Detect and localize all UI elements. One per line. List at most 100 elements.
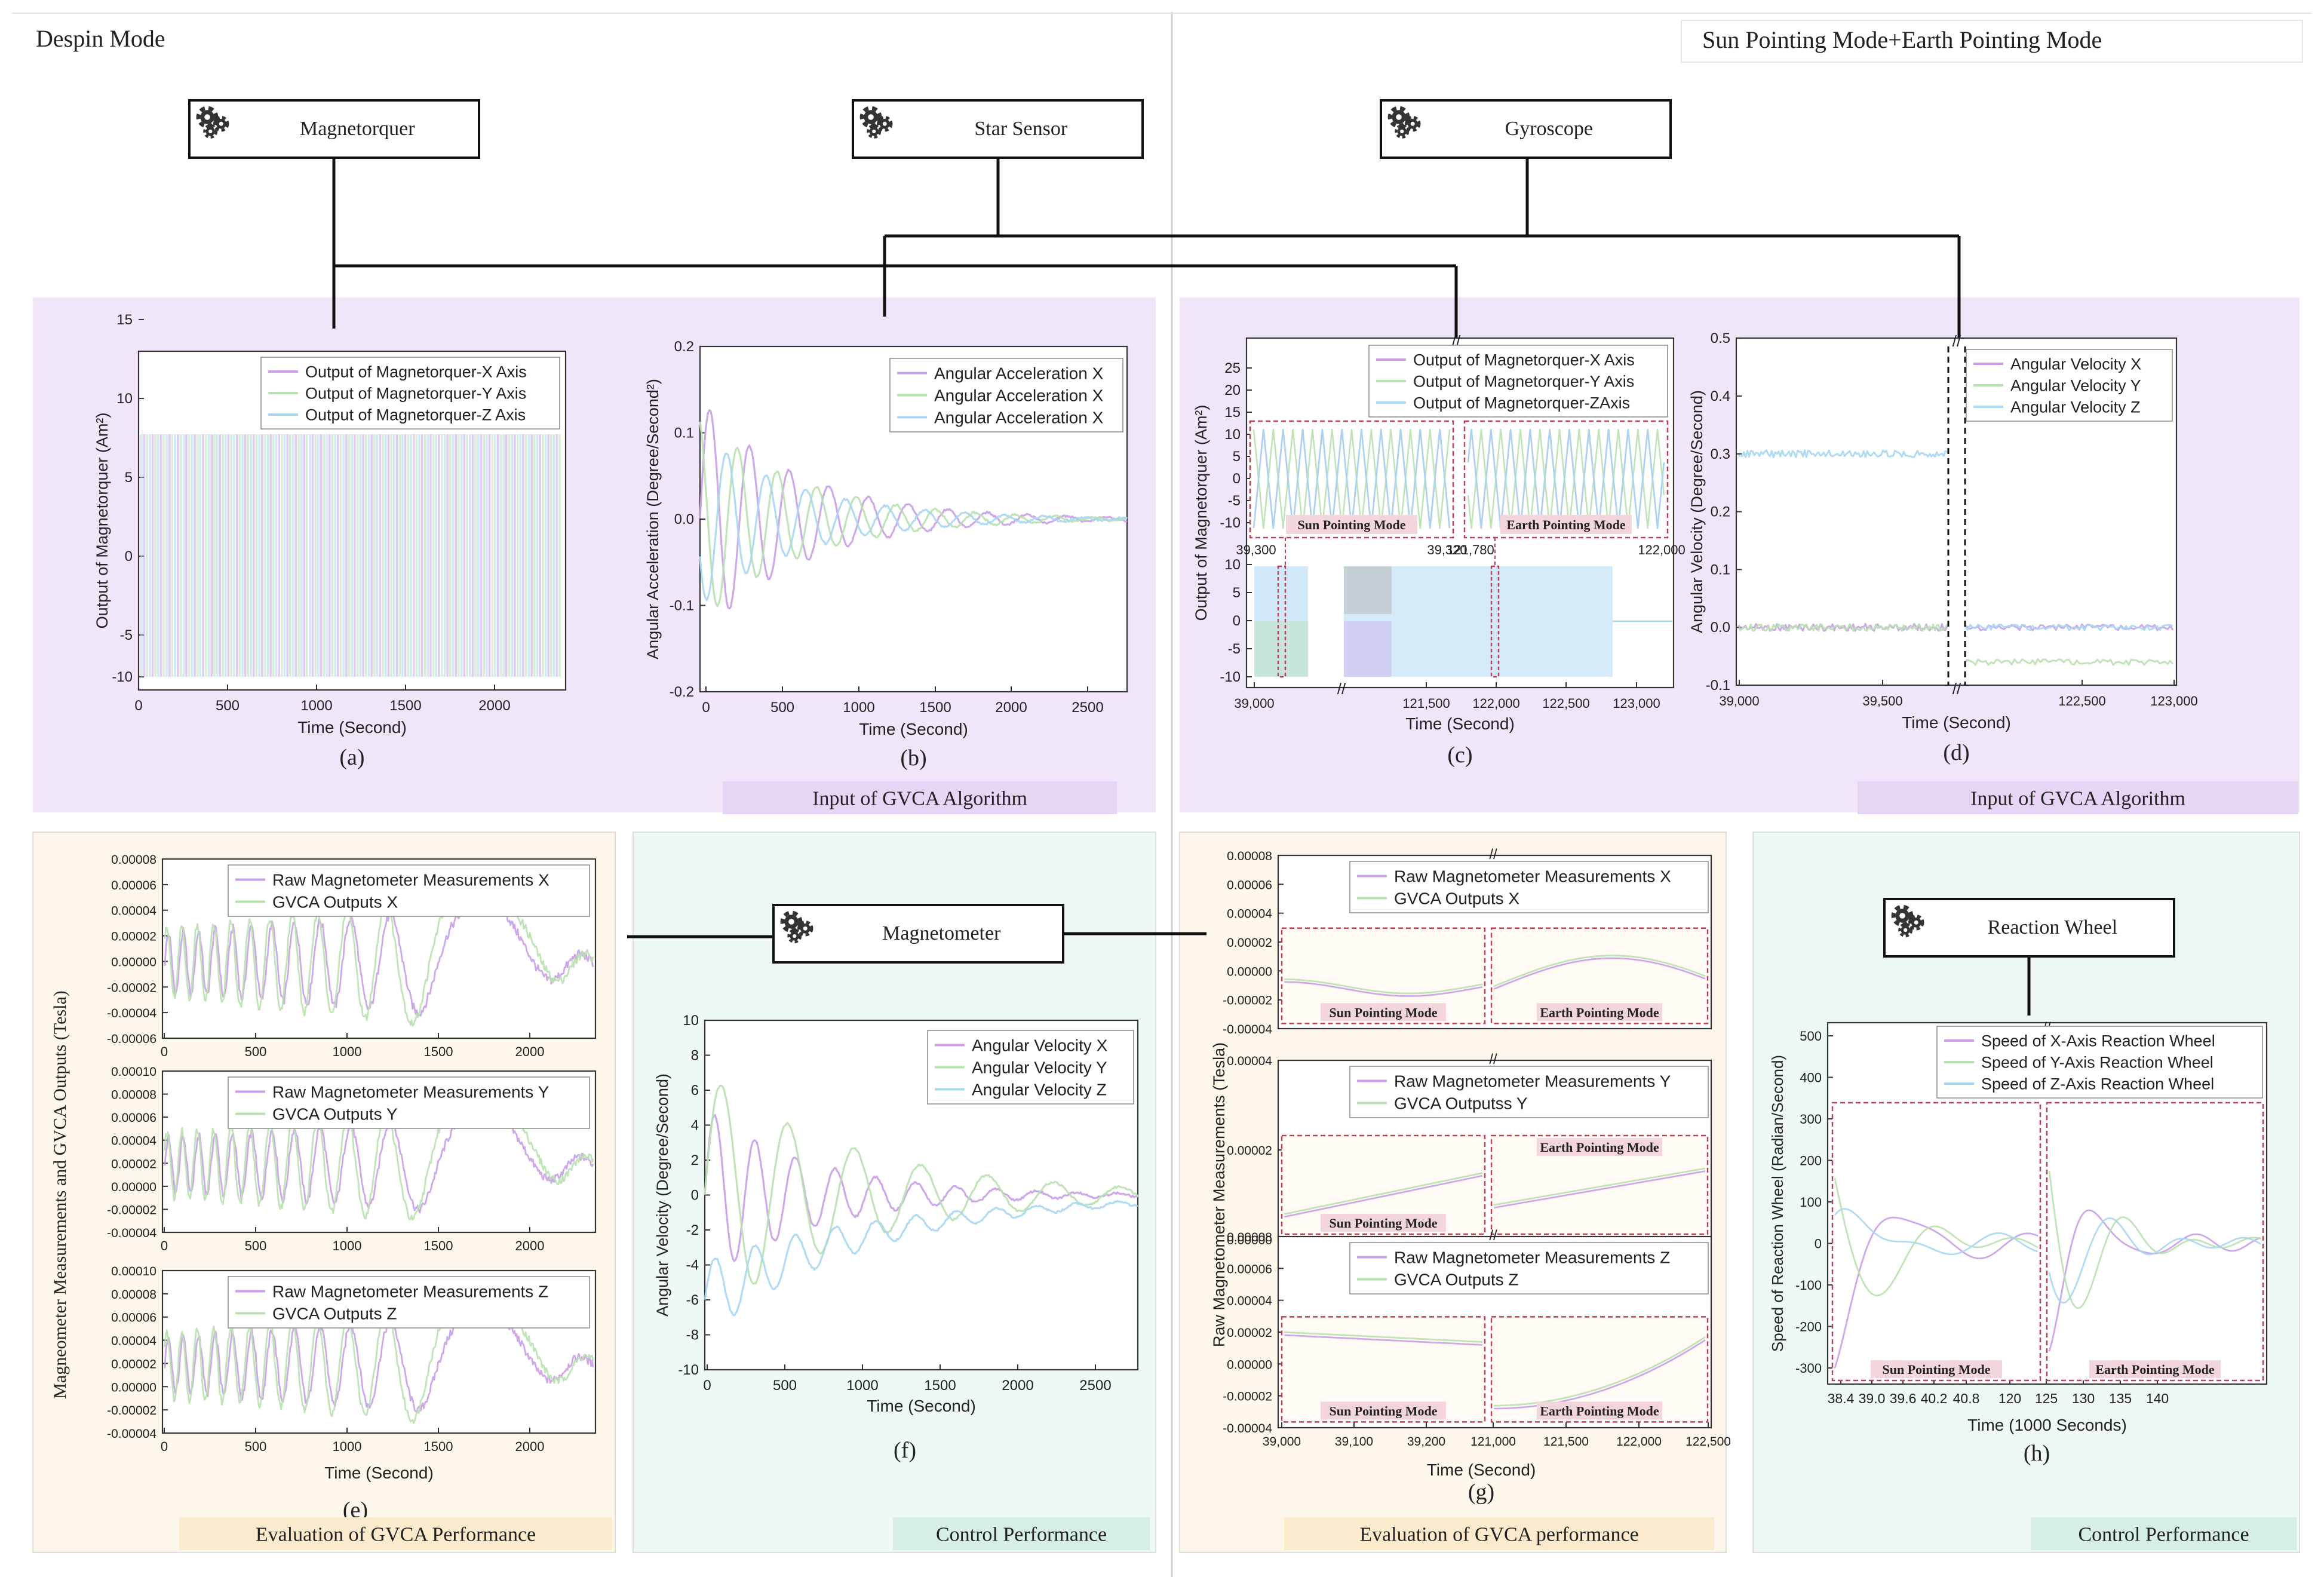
series-a-bar [555, 434, 558, 677]
y-tick-label: -0.00002 [1223, 1390, 1272, 1404]
gear-hole [788, 919, 794, 925]
gear-icon [1891, 904, 1924, 937]
series-c-block [1344, 566, 1392, 614]
y-tick-label: 0.00000 [1227, 1358, 1272, 1372]
series-a-bar [455, 434, 457, 677]
mode-tag-bg [1537, 1003, 1662, 1021]
series-a-bar [471, 434, 474, 677]
series-c-block [1344, 621, 1392, 677]
y-tick-label: 0.00004 [111, 1335, 156, 1348]
y-tick-label: 0 [1233, 471, 1241, 487]
series-a-bar [323, 434, 326, 677]
x-tick-label: 39.0 [1859, 1391, 1886, 1406]
series-a-bar [435, 434, 438, 677]
x-tick-label: 121,500 [1543, 1435, 1589, 1449]
legend-label: GVCA Outputs X [1394, 889, 1519, 907]
legend-label: Output of Magnetorquer-ZAxis [1413, 394, 1630, 412]
y-tick-label: 0.00000 [1227, 1234, 1272, 1247]
y-tick-label: 0.4 [1711, 388, 1730, 404]
series-a-bar [536, 434, 539, 677]
ylabel-f: Angular Velocity (Degree/Second) [653, 1073, 671, 1317]
ylabel-e: Magneometer Measurements and GVCA Output… [50, 990, 70, 1399]
inset-tick: 39,320 [1427, 542, 1467, 557]
y-tick-label: 0.00000 [1227, 965, 1272, 978]
series-a-bar [188, 434, 191, 677]
x-tick-label: 122,000 [1472, 696, 1520, 711]
series-a-bar [452, 434, 455, 677]
mode-tag: Earth Pointing Mode [1506, 517, 1625, 532]
series-a-bar [443, 434, 446, 677]
series-a-bar [238, 434, 241, 677]
undefined-bg [1858, 781, 2298, 814]
undefined-bg [179, 1517, 612, 1550]
gear-icon [780, 910, 813, 943]
y-tick-label: -300 [1795, 1361, 1822, 1376]
y-tick-label: 0.00010 [111, 1265, 156, 1278]
legend-e [228, 1076, 590, 1129]
y-tick-label: 0.00006 [111, 879, 156, 892]
x-tick-label: 140 [2146, 1391, 2169, 1406]
inset-tick: 122,000 [1638, 542, 1686, 557]
y-tick-label: 0.2 [1711, 504, 1730, 520]
x-tick-label: 121,500 [1402, 696, 1450, 711]
gear-teeth [203, 124, 218, 139]
x-tick-label: 122,500 [2058, 694, 2106, 708]
mode-left-label: Despin Mode [36, 25, 165, 52]
y-tick-label: 300 [1800, 1112, 1822, 1127]
xlabel-e: Time (Second) [324, 1464, 434, 1482]
series-a-bar [404, 434, 407, 677]
ylabel-a: Output of Magnetorquer (Am²) [93, 413, 111, 629]
series-a-bar [516, 434, 519, 677]
legend-label: GVCA Outputs Y [272, 1105, 398, 1123]
series-a-bar [194, 434, 196, 677]
mode-tag: Earth Pointing Mode [1540, 1005, 1659, 1020]
series-a-bar [480, 434, 483, 677]
x-tick-label: 39,000 [1263, 1435, 1301, 1449]
series-a-bar [165, 434, 168, 677]
gear-teeth [1898, 923, 1913, 937]
legend-e [228, 1276, 590, 1329]
text: Control Performance [936, 1524, 1107, 1546]
series-f-line [704, 1200, 1138, 1317]
y-tick-label: 0 [691, 1188, 699, 1204]
y-tick-label: -0.00004 [107, 1427, 156, 1441]
legend-label: Output of Magnetorquer-Y Axis [305, 384, 526, 402]
y-tick-label: 0.00002 [1227, 1144, 1272, 1158]
y-tick-label: -5 [1228, 641, 1241, 657]
x-tick-label: 2000 [515, 1238, 545, 1253]
y-tick-label: -10 [1220, 669, 1241, 685]
series-a-bar [179, 434, 182, 677]
gear-hole [1899, 913, 1905, 919]
axis-break: // [1952, 332, 1961, 350]
series-a-bar [423, 434, 426, 677]
series-a-bar [202, 434, 204, 677]
series-a-bar [278, 434, 280, 677]
series-a-bar [151, 434, 154, 677]
reaction-wheel-label: Reaction Wheel [1988, 916, 2117, 938]
y-tick-label: 400 [1800, 1070, 1822, 1085]
y-tick-label: 0.2 [674, 339, 694, 355]
ylabel-g: Raw Magnetometer Measurements (Tesla) [1210, 1042, 1228, 1347]
series-a-bar [356, 434, 359, 677]
y-tick-label: 0.3 [1711, 446, 1730, 462]
series-a-bar [275, 434, 278, 677]
series-a-bar [530, 434, 533, 677]
series-a-bar [398, 434, 401, 677]
series-g-line [1493, 1167, 1706, 1206]
xlabel-g: Time (Second) [1427, 1461, 1536, 1479]
series-a-bar [491, 434, 494, 677]
x-tick-label: 1500 [424, 1044, 453, 1059]
series-a-bar [247, 434, 250, 677]
legend-label: Speed of Y-Axis Reaction Wheel [1981, 1053, 2214, 1071]
y-tick-label: 20 [1224, 382, 1241, 398]
series-a-bar [483, 434, 485, 677]
inset-marker [1277, 565, 1287, 678]
legend-b [889, 358, 1123, 432]
legend-label: Speed of Z-Axis Reaction Wheel [1981, 1075, 2214, 1093]
mode-tag-bg [1321, 1401, 1446, 1420]
gear-teeth [859, 106, 882, 128]
y-tick-label: 10 [1224, 427, 1241, 443]
gear-teeth [1891, 904, 1914, 927]
undefined-bg [893, 1517, 1150, 1550]
series-a-bar [432, 434, 435, 677]
